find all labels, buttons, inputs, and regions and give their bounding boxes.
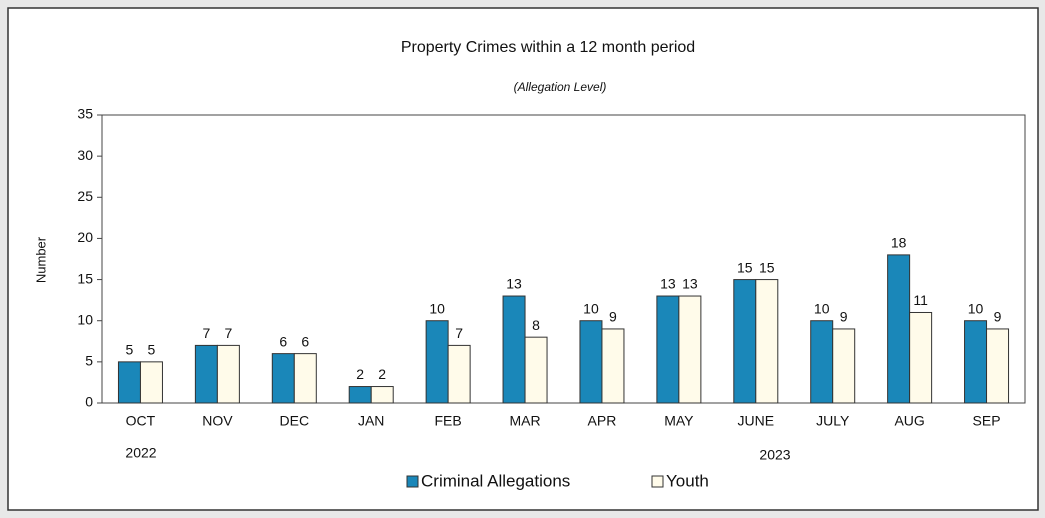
bar [139,361,163,404]
bar [447,344,471,404]
x-tick-label: MAY [664,413,694,429]
x-tick-label: APR [588,413,617,429]
x-tick-label: OCT [126,413,156,429]
year-label: 2023 [759,447,790,463]
value-label: 5 [126,342,134,358]
value-label: 5 [148,342,156,358]
legend-label: Criminal Allegations [421,471,570,490]
x-tick-label: JAN [358,413,384,429]
y-tick-label: 15 [77,270,93,286]
bar [887,254,911,404]
legend-label: Youth [666,471,709,490]
value-label: 6 [279,333,287,349]
value-label: 13 [660,276,676,292]
x-tick-label: DEC [280,413,310,429]
x-tick-label: SEP [973,413,1001,429]
value-label: 7 [202,325,210,341]
chart-title: Property Crimes within a 12 month period [401,39,695,56]
legend-swatch [406,475,419,488]
bar [832,328,856,404]
value-label: 18 [891,235,907,251]
value-label: 10 [583,300,599,316]
bar [293,353,317,404]
value-label: 9 [994,309,1002,325]
bar [656,295,680,404]
bar [348,386,372,404]
bar [271,353,295,404]
year-label: 2022 [125,445,156,461]
value-label: 10 [814,300,830,316]
value-label: 8 [532,317,540,333]
value-label: 2 [356,366,364,382]
y-tick-label: 30 [77,147,93,163]
y-axis-label: Number [33,236,48,283]
bar [370,386,394,404]
value-label: 15 [737,259,753,275]
value-label: 10 [968,300,984,316]
y-tick-label: 25 [77,188,93,204]
value-label: 7 [455,325,463,341]
bar [216,344,240,404]
value-label: 15 [759,259,775,275]
x-tick-label: JULY [816,413,850,429]
y-tick-label: 20 [77,229,93,245]
value-label: 9 [840,309,848,325]
value-label: 13 [506,276,522,292]
value-label: 9 [609,309,617,325]
bar [755,279,779,404]
value-label: 11 [913,292,928,308]
value-label: 13 [682,276,698,292]
bar [502,295,526,404]
x-tick-label: NOV [202,413,233,429]
value-label: 6 [301,333,309,349]
bar [601,328,625,404]
bar [964,320,988,404]
value-label: 2 [378,366,386,382]
y-tick-label: 0 [85,394,93,410]
bar [678,295,702,404]
bar [524,336,548,404]
bar [733,279,757,404]
bar [117,361,141,404]
plot-area [101,114,1026,404]
x-tick-label: FEB [435,413,462,429]
y-tick-label: 5 [85,353,93,369]
legend-swatch [651,475,664,488]
y-tick-label: 35 [77,106,93,122]
value-label: 10 [429,300,445,316]
bar [909,311,933,404]
y-tick-label: 10 [77,311,93,327]
bar [579,320,603,404]
bar [810,320,834,404]
bar [425,320,449,404]
value-label: 7 [224,325,232,341]
x-tick-label: MAR [509,413,540,429]
bar [986,328,1010,404]
chart-subtitle: (Allegation Level) [514,80,607,94]
x-tick-label: JUNE [738,413,775,429]
x-tick-label: AUG [894,413,924,429]
bar [194,344,218,404]
